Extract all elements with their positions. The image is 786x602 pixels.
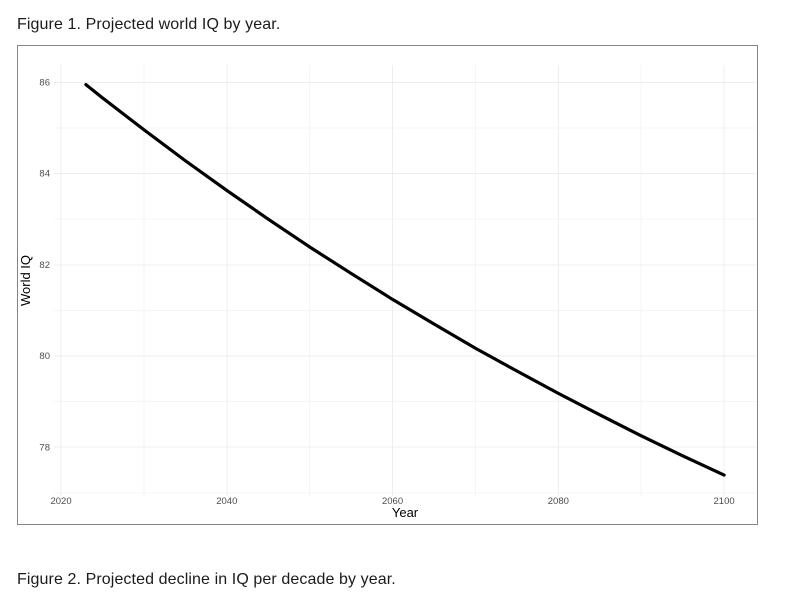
x-axis-tick-label: 2080 <box>548 496 569 507</box>
y-axis-tick-label: 86 <box>39 78 50 89</box>
y-axis-tick-label: 82 <box>39 260 50 271</box>
x-axis-title: Year <box>392 505 419 520</box>
figure1-caption: Figure 1. Projected world IQ by year. <box>17 16 281 33</box>
x-axis-tick-label: 2020 <box>50 496 71 507</box>
y-axis-title: World IQ <box>18 255 33 306</box>
x-axis-tick-label: 2040 <box>216 496 237 507</box>
y-axis-tick-label: 84 <box>39 169 50 180</box>
world-iq-line-chart: 2020 2040 2060 2080 2100 78 80 82 84 86 Year World … <box>18 65 756 520</box>
y-axis-tick-label: 80 <box>39 351 50 362</box>
figure2-caption: Figure 2. Projected decline in IQ per de… <box>17 571 396 588</box>
y-axis-tick-label: 78 <box>39 442 50 453</box>
figure1-chart-frame: 2020 2040 2060 2080 2100 78 80 82 84 86 Year World … <box>17 45 758 525</box>
world-iq-trend-line <box>84 83 726 477</box>
x-axis-tick-label: 2100 <box>714 496 735 507</box>
x-axis-tick-label: 2060 <box>382 496 403 507</box>
